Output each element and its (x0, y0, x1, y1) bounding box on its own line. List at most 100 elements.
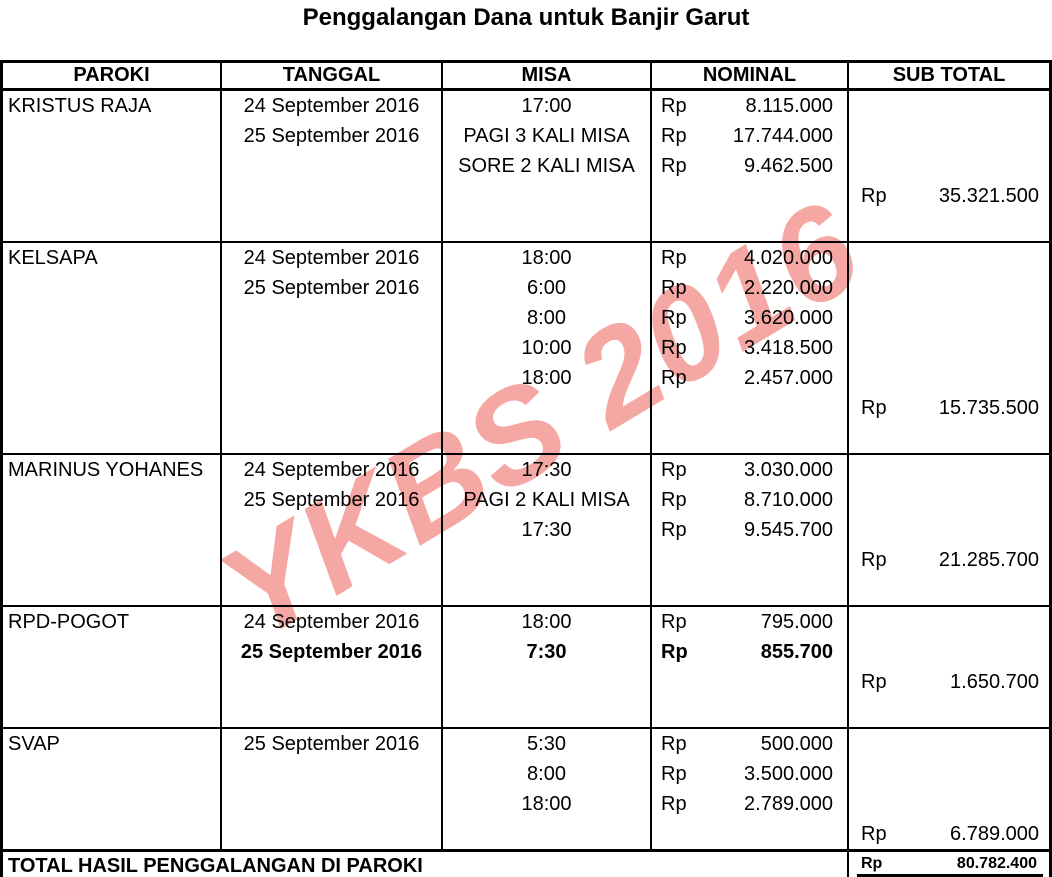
currency-label: Rp (661, 337, 687, 359)
misa-value: SORE 2 KALI MISA (458, 155, 635, 177)
currency-label: Rp (661, 459, 687, 481)
column-header-paroki: PAROKI (3, 63, 222, 88)
amount-value: 2.457.000 (744, 367, 833, 389)
amount-value: 795.000 (760, 611, 833, 633)
currency-label: Rp (661, 611, 687, 633)
currency-label: Rp (661, 155, 687, 177)
table-header-row: PAROKI TANGGAL MISA NOMINAL SUB TOTAL (3, 63, 1049, 91)
table-block-kristus-raja: KRISTUS RAJA 24 September 2016 25 Septem… (3, 91, 1049, 243)
subtotal-line: Rp 6.789.000 (849, 819, 1049, 849)
misa-cell: 5:30 8:00 18:00 (443, 729, 652, 849)
subtotal-value: 15.735.500 (938, 397, 1039, 419)
nominal-line: Rp 9.462.500 (652, 151, 847, 181)
misa-value: 6:00 (527, 277, 566, 299)
nominal-cell: Rp 3.030.000 Rp 8.710.000 Rp 9.545.700 (652, 455, 849, 605)
column-header-nominal: NOMINAL (652, 63, 849, 88)
fundraising-table: PAROKI TANGGAL MISA NOMINAL SUB TOTAL KR… (0, 60, 1052, 877)
total-cell: Rp 80.782.400 (849, 852, 1049, 877)
misa-value: 17:00 (521, 95, 572, 117)
paroki-cell: KELSAPA (3, 243, 222, 453)
nominal-cell: Rp 8.115.000 Rp 17.744.000 Rp 9.462.500 (652, 91, 849, 241)
currency-label: Rp (861, 397, 887, 419)
total-label: TOTAL HASIL PENGGALANGAN DI PAROKI (3, 852, 849, 877)
amount-value: 8.710.000 (744, 489, 833, 511)
amount-value: 9.545.700 (744, 519, 833, 541)
tanggal-cell: 25 September 2016 (222, 729, 443, 849)
amount-value: 500.000 (760, 733, 833, 755)
amount-value: 3.418.500 (744, 337, 833, 359)
paroki-cell: SVAP (3, 729, 222, 849)
subtotal-value: 6.789.000 (950, 823, 1039, 845)
date-value: 25 September 2016 (243, 125, 420, 147)
paroki-name: MARINUS YOHANES (8, 459, 204, 481)
subtotal-value: 21.285.700 (938, 549, 1039, 571)
subtotal-cell: Rp 6.789.000 (849, 729, 1049, 849)
misa-value: 18:00 (521, 793, 572, 815)
currency-label: Rp (861, 855, 883, 872)
column-header-misa: MISA (443, 63, 652, 88)
table-total-row: TOTAL HASIL PENGGALANGAN DI PAROKI Rp 80.… (3, 851, 1049, 877)
currency-label: Rp (661, 763, 687, 785)
misa-value: 10:00 (521, 337, 572, 359)
nominal-line: Rp 9.545.700 (652, 515, 847, 545)
paroki-name: KELSAPA (8, 247, 98, 269)
nominal-line: Rp 8.115.000 (652, 91, 847, 121)
currency-label: Rp (661, 307, 687, 329)
currency-label: Rp (661, 247, 687, 269)
total-line: Rp 80.782.400 (857, 852, 1043, 877)
amount-value: 3.030.000 (744, 459, 833, 481)
table-block-svap: SVAP 25 September 2016 5:30 8:00 18:00 R… (3, 729, 1049, 851)
paroki-name: RPD-POGOT (8, 611, 130, 633)
nominal-line: Rp 2.789.000 (652, 789, 847, 819)
paroki-name: SVAP (8, 733, 60, 755)
misa-cell: 18:00 7:30 (443, 607, 652, 727)
currency-label: Rp (861, 823, 887, 845)
date-value: 25 September 2016 (243, 489, 420, 511)
currency-label: Rp (661, 733, 687, 755)
nominal-line: Rp 2.220.000 (652, 273, 847, 303)
tanggal-cell: 24 September 2016 25 September 2016 (222, 607, 443, 727)
currency-label: Rp (661, 125, 687, 147)
currency-label: Rp (661, 277, 687, 299)
currency-label: Rp (661, 367, 687, 389)
table-block-marinus-yohanes: MARINUS YOHANES 24 September 2016 25 Sep… (3, 455, 1049, 607)
currency-label: Rp (661, 519, 687, 541)
amount-value: 9.462.500 (744, 155, 833, 177)
misa-value: 17:30 (521, 459, 572, 481)
nominal-line: Rp 3.620.000 (652, 303, 847, 333)
nominal-line: Rp 3.030.000 (652, 455, 847, 485)
nominal-cell: Rp 500.000 Rp 3.500.000 Rp 2.789.000 (652, 729, 849, 849)
paroki-cell: RPD-POGOT (3, 607, 222, 727)
misa-value: 5:30 (527, 733, 566, 755)
table-block-rpd-pogot: RPD-POGOT 24 September 2016 25 September… (3, 607, 1049, 729)
misa-value: PAGI 3 KALI MISA (463, 125, 630, 147)
currency-label: Rp (661, 95, 687, 117)
subtotal-value: 35.321.500 (938, 185, 1039, 207)
subtotal-cell: Rp 15.735.500 (849, 243, 1049, 453)
misa-value: 8:00 (527, 307, 566, 329)
amount-value: 4.020.000 (744, 247, 833, 269)
amount-value: 2.789.000 (744, 793, 833, 815)
currency-label: Rp (661, 641, 688, 663)
nominal-line: Rp 795.000 (652, 607, 847, 637)
misa-cell: 18:00 6:00 8:00 10:00 18:00 (443, 243, 652, 453)
tanggal-cell: 24 September 2016 25 September 2016 (222, 243, 443, 453)
misa-value: PAGI 2 KALI MISA (463, 489, 630, 511)
paroki-cell: KRISTUS RAJA (3, 91, 222, 241)
table-block-kelsapa: KELSAPA 24 September 2016 25 September 2… (3, 243, 1049, 455)
amount-value: 17.744.000 (732, 125, 833, 147)
misa-cell: 17:30 PAGI 2 KALI MISA 17:30 (443, 455, 652, 605)
misa-value: 18:00 (521, 247, 572, 269)
subtotal-line: Rp 35.321.500 (849, 181, 1049, 211)
subtotal-cell: Rp 21.285.700 (849, 455, 1049, 605)
nominal-line: Rp 2.457.000 (652, 363, 847, 393)
amount-value: 855.700 (760, 641, 833, 663)
nominal-line: Rp 8.710.000 (652, 485, 847, 515)
nominal-line: Rp 3.418.500 (652, 333, 847, 363)
total-value: 80.782.400 (956, 855, 1037, 872)
subtotal-cell: Rp 1.650.700 (849, 607, 1049, 727)
paroki-cell: MARINUS YOHANES (3, 455, 222, 605)
subtotal-line: Rp 21.285.700 (849, 545, 1049, 575)
date-value: 24 September 2016 (243, 459, 420, 481)
